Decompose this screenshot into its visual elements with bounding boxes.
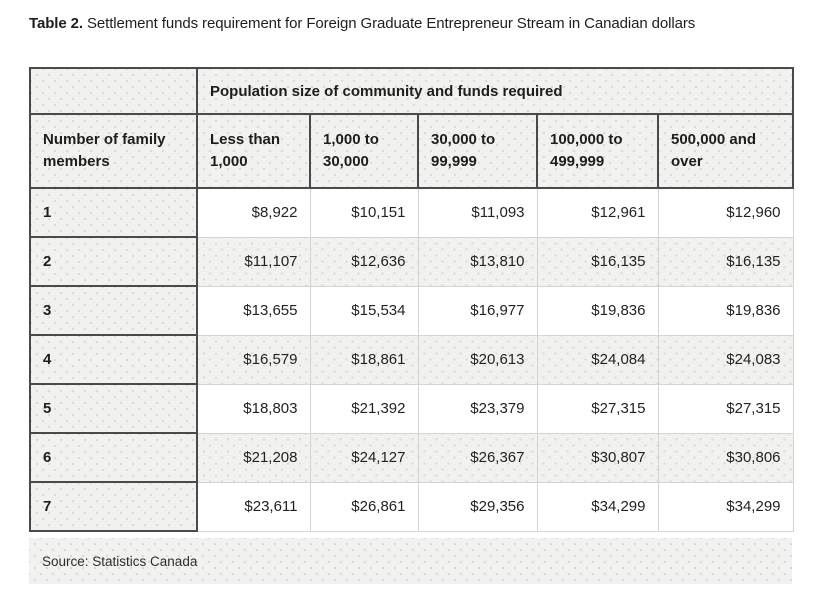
data-cell: $16,579 (196, 334, 311, 385)
table-row: 3 $13,655 $15,534 $16,977 $19,836 $19,83… (29, 285, 794, 336)
data-cell: $16,977 (417, 285, 538, 336)
data-cell: $13,810 (417, 236, 538, 287)
data-cell: $30,806 (657, 432, 794, 483)
data-cell: $24,084 (536, 334, 659, 385)
column-header-cell: 100,000 to 499,999 (536, 113, 659, 189)
table-title: Table 2. Settlement funds requirement fo… (29, 14, 826, 34)
data-cell: $10,151 (309, 187, 419, 238)
table-column-header-row: Number of family members Less than 1,000… (29, 113, 795, 189)
data-cell: $26,861 (309, 481, 419, 532)
data-cell: $30,807 (536, 432, 659, 483)
data-cell: $15,534 (309, 285, 419, 336)
row-header-cell: 2 (29, 236, 198, 287)
data-cell: $12,636 (309, 236, 419, 287)
settlement-funds-table: Population size of community and funds r… (29, 67, 795, 532)
table-row: 5 $18,803 $21,392 $23,379 $27,315 $27,31… (29, 383, 794, 434)
data-cell: $12,960 (657, 187, 794, 238)
column-header-cell: 500,000 and over (656, 113, 795, 189)
data-cell: $21,392 (309, 383, 419, 434)
data-cell: $16,135 (536, 236, 659, 287)
table-group-header-row: Population size of community and funds r… (29, 67, 795, 115)
table-row: 1 $8,922 $10,151 $11,093 $12,961 $12,960 (29, 187, 794, 238)
data-cell: $12,961 (536, 187, 659, 238)
row-header-cell: 3 (29, 285, 198, 336)
data-cell: $27,315 (657, 383, 794, 434)
data-cell: $19,836 (536, 285, 659, 336)
data-cell: $34,299 (657, 481, 794, 532)
data-cell: $23,611 (196, 481, 311, 532)
data-cell: $20,613 (417, 334, 538, 385)
column-header-cell: Less than 1,000 (196, 113, 311, 189)
table-row: 4 $16,579 $18,861 $20,613 $24,084 $24,08… (29, 334, 794, 385)
table-row: 7 $23,611 $26,861 $29,356 $34,299 $34,29… (29, 481, 794, 532)
group-header-cell: Population size of community and funds r… (195, 67, 795, 115)
data-cell: $18,803 (196, 383, 311, 434)
table-title-prefix: Table 2. (29, 15, 83, 32)
row-header-cell: 1 (29, 187, 198, 238)
data-cell: $26,367 (417, 432, 538, 483)
row-header-cell: 6 (29, 432, 198, 483)
row-header-label-cell: Number of family members (29, 113, 198, 189)
table-row: 2 $11,107 $12,636 $13,810 $16,135 $16,13… (29, 236, 794, 287)
data-cell: $16,135 (657, 236, 794, 287)
source-band: Source: Statistics Canada (29, 538, 792, 584)
data-cell: $24,083 (657, 334, 794, 385)
column-header-cell: 1,000 to 30,000 (309, 113, 419, 189)
row-header-cell: 5 (29, 383, 198, 434)
corner-cell (29, 67, 198, 115)
data-cell: $29,356 (417, 481, 538, 532)
table-row: 6 $21,208 $24,127 $26,367 $30,807 $30,80… (29, 432, 794, 483)
data-cell: $13,655 (196, 285, 311, 336)
data-cell: $24,127 (309, 432, 419, 483)
data-cell: $8,922 (196, 187, 311, 238)
data-cell: $21,208 (196, 432, 311, 483)
data-cell: $11,107 (196, 236, 311, 287)
source-note: Source: Statistics Canada (42, 553, 198, 569)
data-cell: $23,379 (417, 383, 538, 434)
table-title-text: Settlement funds requirement for Foreign… (82, 15, 696, 32)
data-cell: $19,836 (657, 285, 794, 336)
data-cell: $27,315 (536, 383, 659, 434)
column-header-cell: 30,000 to 99,999 (417, 113, 538, 189)
data-cell: $34,299 (536, 481, 659, 532)
data-cell: $18,861 (309, 334, 419, 385)
data-cell: $11,093 (417, 187, 538, 238)
row-header-cell: 4 (29, 334, 198, 385)
row-header-cell: 7 (29, 481, 198, 532)
